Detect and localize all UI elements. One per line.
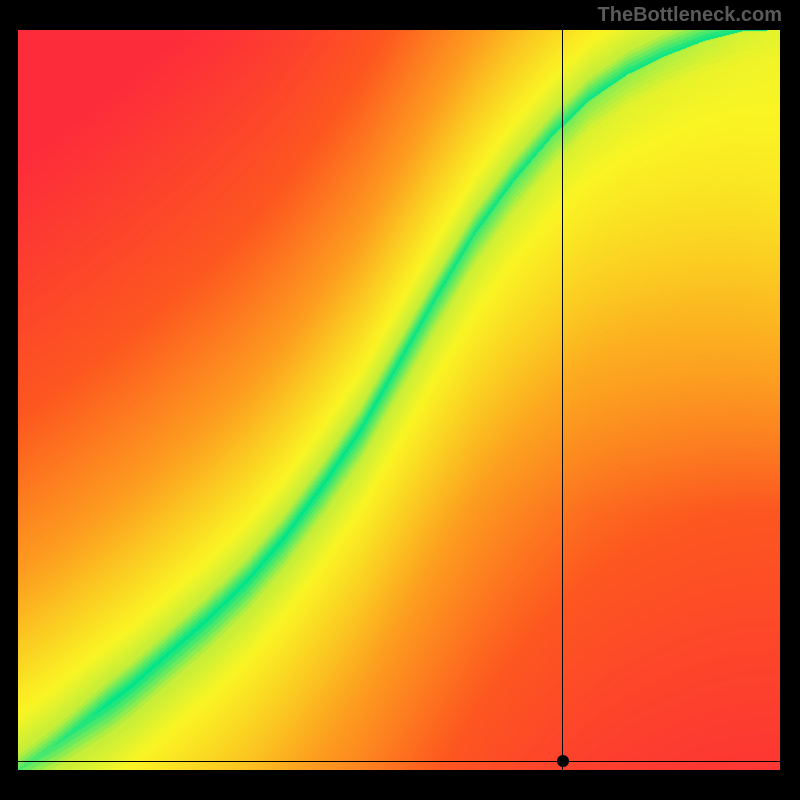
watermark-text: TheBottleneck.com (598, 4, 782, 27)
crosshair-vertical (562, 30, 563, 770)
crosshair-marker (557, 755, 569, 767)
bottleneck-heatmap (18, 30, 780, 770)
heatmap-canvas (18, 30, 780, 770)
crosshair-horizontal (18, 761, 780, 762)
